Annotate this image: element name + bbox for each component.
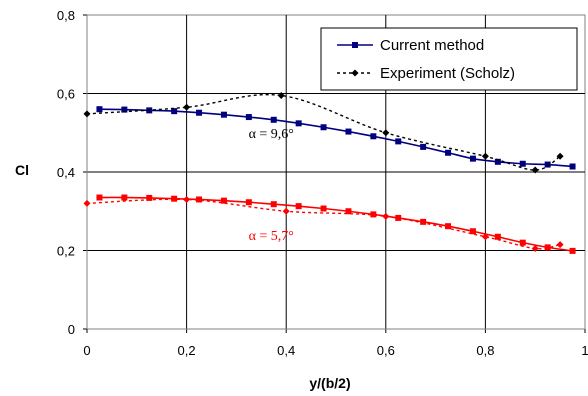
legend-label: Current method xyxy=(380,37,484,54)
series-1 xyxy=(83,91,564,174)
x-tick-label: 1 xyxy=(581,343,588,358)
y-tick-label: 0 xyxy=(68,322,75,337)
data-point-square xyxy=(544,244,551,251)
data-point-square xyxy=(345,208,352,215)
data-point-diamond xyxy=(83,110,91,118)
annotations: α = 9,6° α = 5,7° xyxy=(249,127,294,244)
data-point-diamond xyxy=(556,152,564,160)
data-point-square xyxy=(569,247,576,254)
legend-label: Experiment (Scholz) xyxy=(380,65,515,82)
y-tick-label: 0,4 xyxy=(57,165,75,180)
data-point-square xyxy=(519,160,526,167)
data-point-square xyxy=(270,116,277,123)
data-point-square xyxy=(569,163,576,170)
data-point-diamond xyxy=(282,207,290,215)
data-point-diamond xyxy=(83,199,91,207)
data-point-square xyxy=(519,239,526,246)
data-point-square xyxy=(96,194,103,201)
alpha-label-0: α = 9,6° xyxy=(249,127,294,142)
data-point-square xyxy=(320,124,327,131)
data-point-square xyxy=(445,223,452,230)
data-point-diamond xyxy=(277,91,285,99)
data-point-square xyxy=(121,194,128,201)
legend-item-0: Current method xyxy=(337,37,484,54)
data-point-square xyxy=(196,109,203,116)
data-point-square xyxy=(220,111,227,118)
data-point-square xyxy=(370,211,377,218)
grid xyxy=(87,15,585,329)
data-point-square xyxy=(146,194,153,201)
legend-item-1: Experiment (Scholz) xyxy=(337,65,515,82)
data-point-diamond xyxy=(481,233,489,241)
x-tick-label: 0,4 xyxy=(277,343,295,358)
data-point-square xyxy=(320,205,327,212)
data-point-square xyxy=(171,195,178,202)
data-point-square xyxy=(121,106,128,113)
y-axis-title: Cl xyxy=(15,162,29,178)
data-point-square xyxy=(420,218,427,225)
data-point-diamond xyxy=(531,245,539,253)
data-point-square xyxy=(245,114,252,121)
data-point-square xyxy=(395,138,402,145)
x-axis-title: y/(b/2) xyxy=(309,375,350,391)
data-point-diamond xyxy=(382,212,390,220)
axes: 0 0,2 0,4 0,6 0,8 1 0 0,2 0,4 0,6 0,8 xyxy=(57,8,588,358)
data-point-square xyxy=(245,199,252,206)
data-point-square xyxy=(420,143,427,150)
alpha-label-1: α = 5,7° xyxy=(249,229,294,244)
data-point-diamond xyxy=(382,129,390,137)
data-point-diamond xyxy=(481,152,489,160)
x-tick-label: 0,6 xyxy=(377,343,395,358)
x-tick-label: 0,2 xyxy=(178,343,196,358)
data-point-square xyxy=(544,161,551,168)
data-point-diamond xyxy=(556,241,564,249)
data-point-square xyxy=(345,128,352,135)
y-tick-label: 0,2 xyxy=(57,244,75,259)
data-point-square xyxy=(96,106,103,113)
data-point-square xyxy=(494,158,501,165)
data-point-square xyxy=(352,42,358,48)
data-point-square xyxy=(220,197,227,204)
data-point-square xyxy=(469,228,476,235)
x-tick-label: 0 xyxy=(83,343,90,358)
legend: Current method Experiment (Scholz) xyxy=(320,27,578,91)
data-point-square xyxy=(494,233,501,240)
data-point-diamond xyxy=(531,166,539,174)
data-point-square xyxy=(295,120,302,127)
legend-box xyxy=(320,27,578,91)
data-point-square xyxy=(445,149,452,156)
data-point-diamond xyxy=(351,69,359,77)
data-point-diamond xyxy=(183,195,191,203)
series-layer xyxy=(83,91,576,254)
series-2 xyxy=(96,194,576,254)
data-point-square xyxy=(196,196,203,203)
data-point-diamond xyxy=(183,103,191,111)
series-0 xyxy=(96,106,576,170)
data-point-square xyxy=(370,133,377,140)
data-point-square xyxy=(295,203,302,210)
series-3 xyxy=(83,195,564,253)
y-tick-label: 0,6 xyxy=(57,87,75,102)
data-point-square xyxy=(270,201,277,208)
y-tick-label: 0,8 xyxy=(57,8,75,23)
x-tick-label: 0,8 xyxy=(476,343,494,358)
data-point-square xyxy=(469,155,476,162)
data-point-square xyxy=(171,108,178,115)
